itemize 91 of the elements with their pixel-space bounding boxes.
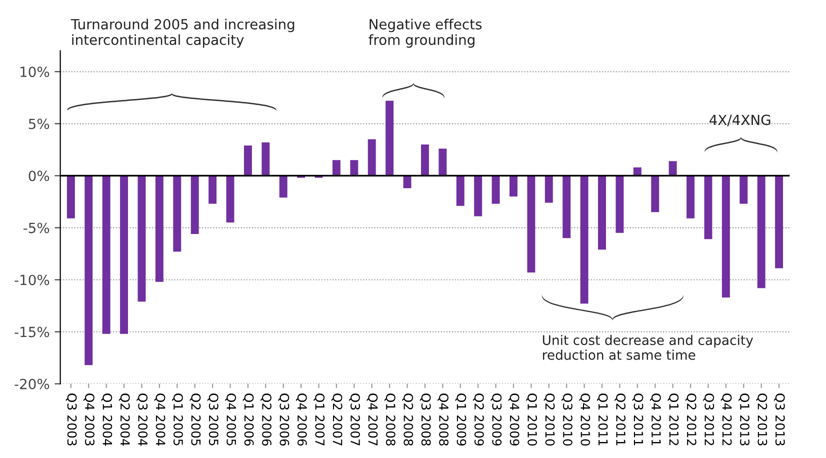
bar	[350, 160, 358, 176]
x-tick-label: Q3 2005	[207, 394, 218, 446]
x-tick-label: Q3 2009	[490, 394, 502, 446]
x-tick-label: Q3 2003	[66, 394, 77, 446]
y-tick-label: -15%	[14, 326, 50, 338]
text: Turnaround 2005 and increasing intercontinental capacity	[70, 18, 294, 48]
bar	[102, 176, 110, 334]
x-tick-label: Q3 2008	[420, 394, 431, 446]
bar	[598, 176, 606, 250]
x-tick-label: Q4 2004	[154, 394, 166, 446]
bar	[84, 176, 93, 366]
y-tick-label: -10%	[14, 274, 50, 286]
bar	[633, 167, 642, 176]
x-tick-label: Q3 2013	[774, 394, 785, 446]
y-tick-label: 10%	[20, 66, 50, 78]
bar	[155, 176, 164, 282]
x-tick-label: Q2 2005	[190, 394, 201, 446]
bar	[527, 176, 536, 272]
x-tick-label: Q3 2004	[136, 394, 148, 446]
bar	[226, 176, 234, 223]
x-tick-label: Q1 2006	[242, 394, 254, 446]
bar	[120, 176, 128, 334]
x-tick-label: Q4 2011	[650, 394, 661, 446]
x-tick-label: Q1 2005	[172, 394, 183, 446]
bar	[403, 176, 412, 188]
y-tick-label: 5%	[28, 118, 50, 130]
bar	[208, 176, 217, 204]
bar	[722, 176, 730, 298]
x-tick-label: Q1 2013	[738, 394, 750, 446]
bar	[66, 176, 75, 218]
x-tick-label: Q2 2012	[685, 394, 696, 446]
x-tick-label: Q4 2003	[84, 394, 94, 446]
bar	[775, 176, 784, 268]
x-tick-label: Q4 2012	[720, 394, 732, 446]
x-tick-label: Q4 2008	[438, 394, 449, 446]
x-tick-label: Q2 2013	[756, 394, 768, 446]
x-tick-label: Q2 2009	[473, 394, 484, 446]
bar	[686, 176, 695, 218]
bar	[704, 176, 712, 240]
x-tick-label: Q4 2009	[508, 394, 520, 446]
text: Negative effects from grounding	[368, 18, 482, 48]
bar	[562, 176, 571, 238]
bar	[544, 176, 553, 203]
x-tick-label: Q2 2007	[331, 394, 342, 446]
x-tick-label: Q3 2011	[632, 394, 644, 446]
bar	[474, 176, 482, 216]
x-tick-label: Q3 2007	[349, 394, 360, 446]
bar	[757, 176, 766, 288]
x-tick-label: Q1 2008	[384, 394, 396, 446]
x-tick-label: Q4 2005	[225, 394, 236, 446]
y-tick-label: 0%	[28, 170, 50, 182]
bar	[190, 176, 199, 234]
x-tick-label: Q2 2011	[614, 394, 626, 446]
x-tick-label: Q4 2010	[579, 394, 590, 446]
x-tick-label: Q2 2010	[544, 394, 555, 446]
bar	[616, 176, 624, 233]
bar	[668, 161, 677, 176]
x-tick-label: Q1 2011	[596, 394, 608, 446]
x-tick-label: Q1 2009	[455, 394, 466, 446]
x-tick-label: Q3 2010	[562, 394, 572, 446]
x-tick-label: Q2 2008	[402, 394, 414, 446]
y-tick-label: -5%	[24, 222, 50, 234]
x-tick-label: Q4 2006	[296, 394, 307, 446]
bar	[138, 176, 146, 302]
bar	[244, 146, 252, 176]
annotation: Unit cost decrease and capacity reduction at same time	[542, 334, 754, 360]
x-tick-label: Q3 2006	[278, 394, 290, 446]
x-tick-label: Q2 2004	[118, 394, 130, 446]
x-tick-label: Q4 2007	[366, 394, 378, 446]
annotation: 4X/4XNG	[710, 114, 770, 126]
bar	[492, 176, 500, 204]
bar	[740, 176, 748, 204]
x-tick-label: Q1 2004	[101, 394, 112, 446]
bar	[262, 142, 270, 176]
bar	[510, 176, 518, 197]
x-tick-label: Q1 2012	[668, 394, 679, 446]
x-tick-label: Q3 2012	[703, 394, 714, 446]
bar	[456, 176, 464, 206]
x-tick-label: Q2 2006	[260, 394, 272, 446]
y-tick-label: -20%	[14, 378, 50, 390]
x-tick-label: Q1 2010	[526, 394, 538, 446]
bar	[651, 176, 660, 212]
bar	[368, 139, 376, 176]
bar	[580, 176, 588, 304]
x-tick-label: Q1 2007	[314, 394, 325, 446]
bar	[438, 148, 447, 176]
bar	[420, 144, 429, 176]
bar	[386, 100, 394, 176]
bar	[279, 176, 288, 198]
bar	[332, 160, 340, 176]
bar	[173, 176, 182, 252]
